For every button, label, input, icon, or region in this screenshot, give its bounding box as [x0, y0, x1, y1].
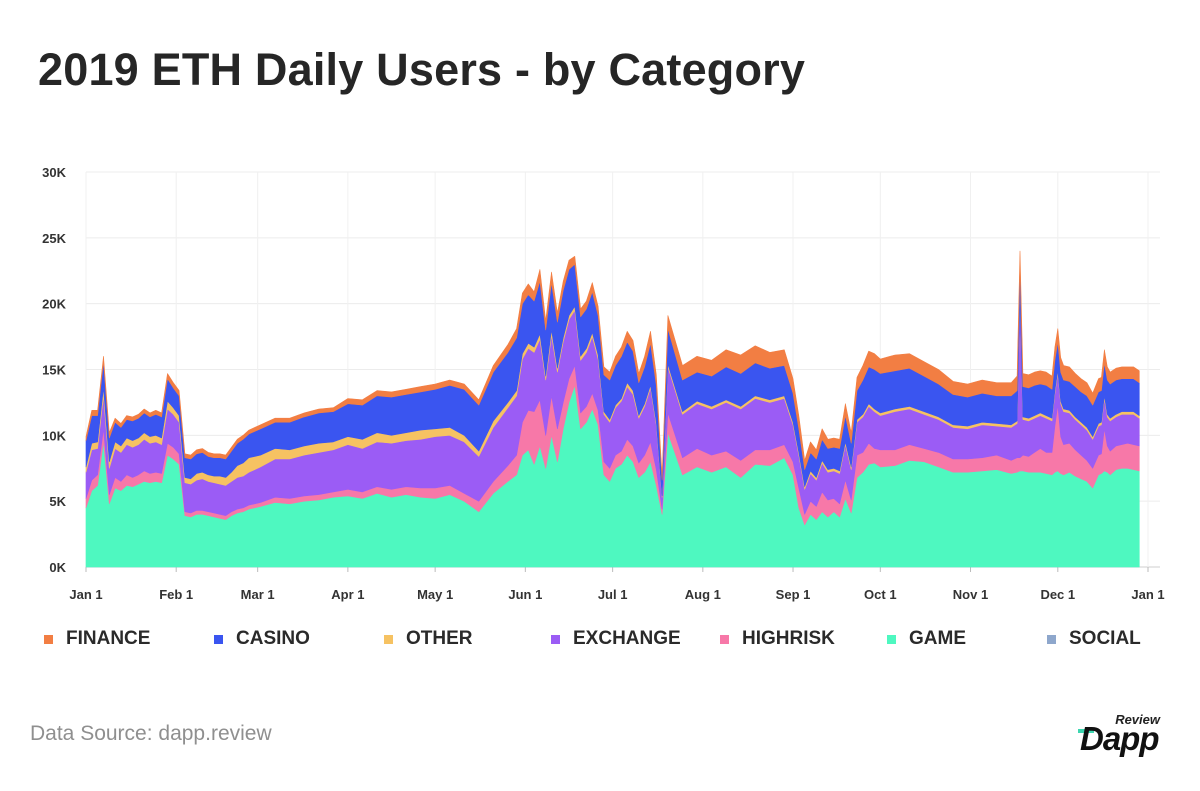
legend-label: SOCIAL: [1069, 628, 1141, 649]
x-tick-label: Dec 1: [1040, 587, 1075, 602]
area-series-finance: [85, 250, 1140, 481]
legend-swatch: [44, 634, 53, 644]
x-tick-label: Sep 1: [776, 587, 811, 602]
y-tick-label: 5K: [49, 494, 66, 509]
legend-label: CASINO: [236, 628, 310, 649]
legend-item-social: SOCIAL: [1047, 628, 1141, 650]
legend-label: GAME: [909, 628, 966, 649]
x-tick-label: Nov 1: [953, 587, 988, 602]
x-tick-label: Apr 1: [331, 587, 364, 602]
legend-swatch: [551, 634, 560, 644]
legend-swatch: [384, 634, 393, 644]
y-tick-label: 15K: [42, 363, 66, 378]
x-tick-label: Mar 1: [241, 587, 275, 602]
legend-label: OTHER: [406, 628, 473, 649]
legend-item-casino: CASINO: [214, 628, 310, 650]
x-tick-label: Feb 1: [159, 587, 193, 602]
stacked-area-chart: 0K 5K 10K 15K 20K 25K 30K Jan 1 Feb 1 Mar 1 Apr 1 M…: [42, 165, 1164, 602]
legend-swatch: [887, 634, 896, 644]
logo-accent-bar: [1078, 729, 1094, 733]
legend-item-highrisk: HIGHRISK: [720, 628, 835, 650]
x-tick-label: Jan 1: [69, 587, 102, 602]
x-tick-label: May 1: [417, 587, 453, 602]
chart-legend: FINANCE CASINO OTHER EXCHANGE HIGHRISK GAME SO…: [44, 628, 1164, 656]
x-tick-label: Jun 1: [508, 587, 542, 602]
y-tick-label: 20K: [42, 297, 66, 312]
legend-label: EXCHANGE: [573, 628, 681, 649]
y-tick-label: 10K: [42, 428, 66, 443]
legend-item-finance: FINANCE: [44, 628, 150, 650]
dapp-review-logo: Review Dapp: [1078, 712, 1174, 758]
y-tick-label: 25K: [42, 231, 66, 246]
y-tick-label: 30K: [42, 165, 66, 180]
x-tick-label: Aug 1: [685, 587, 721, 602]
legend-label: HIGHRISK: [742, 628, 835, 649]
x-tick-label: Jan 1: [1131, 587, 1164, 602]
legend-item-exchange: EXCHANGE: [551, 628, 681, 650]
legend-item-other: OTHER: [384, 628, 473, 650]
legend-label: FINANCE: [66, 628, 151, 649]
y-tick-label: 0K: [49, 560, 66, 575]
x-tick-label: Jul 1: [598, 587, 628, 602]
logo-review-text: Review: [1115, 712, 1160, 727]
legend-item-game: GAME: [887, 628, 966, 650]
chart-title: 2019 ETH Daily Users - by Category: [38, 44, 806, 95]
x-tick-label: Oct 1: [864, 587, 897, 602]
legend-swatch: [214, 634, 223, 644]
legend-swatch: [720, 634, 729, 644]
logo-dapp-text: Dapp: [1080, 720, 1159, 757]
data-source-note: Data Source: dapp.review: [30, 722, 272, 745]
legend-swatch: [1047, 634, 1056, 644]
